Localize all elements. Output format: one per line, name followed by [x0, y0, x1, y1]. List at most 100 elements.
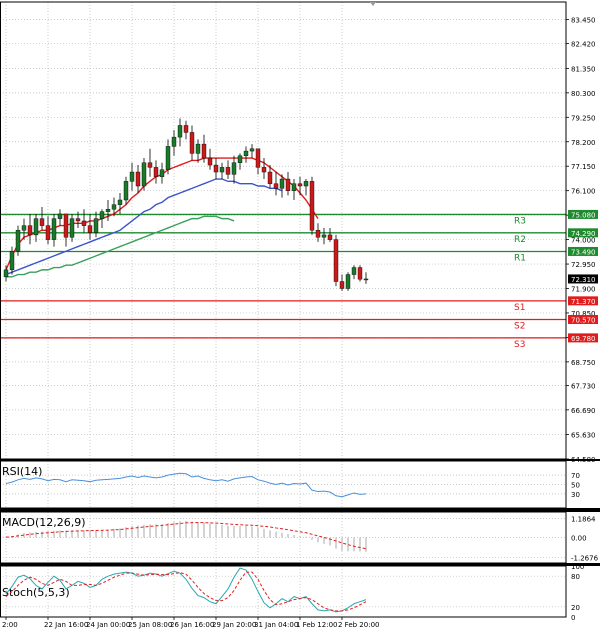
candle-body: [105, 209, 111, 212]
level-price-box: [568, 333, 598, 343]
level-price-box: [568, 246, 598, 256]
price-tick-label: 83.450: [571, 16, 596, 24]
time-tick-label: 2 Feb 20:00: [338, 621, 379, 629]
ma-slow-line: [6, 215, 235, 278]
level-name-r1: R1: [514, 253, 526, 263]
price-tick-label: 78.200: [571, 139, 596, 147]
price-tick-label: 79.250: [571, 114, 596, 122]
rsi-tick-label: 50: [571, 482, 580, 490]
candle-body: [63, 213, 69, 238]
main-panel-frame: [0, 1, 567, 460]
candle-body: [165, 146, 171, 170]
last-price-box: [568, 274, 598, 284]
candle-body: [141, 162, 147, 187]
candle-body: [3, 269, 9, 278]
price-tick-label: 77.150: [571, 163, 596, 171]
stoch-title: Stoch(5,5,3): [2, 586, 70, 599]
candle-body: [159, 169, 165, 177]
candle-body: [33, 218, 39, 236]
price-tick-label: 81.350: [571, 65, 596, 73]
panel-separator: [0, 508, 600, 512]
candle-body: [153, 167, 159, 177]
price-tick-label: 71.900: [571, 285, 596, 293]
price-tick-label: 80.300: [571, 90, 596, 98]
last-price-label: 72.310: [571, 276, 596, 284]
macd-tick-label: 0.00: [571, 535, 587, 543]
time-tick-label: 22 Jan 16:00: [44, 621, 88, 629]
candle-body: [351, 267, 357, 275]
candle-body: [201, 143, 207, 159]
candle-body: [255, 148, 261, 168]
candle-body: [45, 225, 51, 240]
candle-body: [309, 181, 315, 231]
level-price-label: 74.290: [571, 230, 596, 238]
candle-body: [189, 132, 195, 154]
candle-body: [135, 171, 141, 187]
candle-body: [207, 157, 213, 166]
level-name-s1: S1: [514, 303, 525, 313]
candle-body: [183, 125, 189, 133]
level-price-label: 71.370: [571, 298, 596, 306]
candle-body: [327, 234, 333, 240]
level-price-box: [568, 209, 598, 219]
candle-body: [15, 230, 21, 252]
level-price-label: 73.490: [571, 248, 596, 256]
stoch-d-line: [5, 571, 367, 612]
price-tick-label: 66.690: [571, 407, 596, 415]
candle-body: [357, 267, 363, 280]
candle-body: [249, 148, 255, 152]
rsi-tick-label: 70: [571, 472, 580, 480]
candle-body: [129, 171, 135, 182]
candle-body: [99, 211, 105, 219]
macd-signal-line: [5, 522, 367, 550]
candle-body: [291, 183, 297, 191]
candle-body: [111, 204, 117, 210]
candlesticks: [3, 118, 369, 291]
ma-mid-line: [5, 178, 283, 276]
candle-body: [315, 230, 321, 238]
panel-separator: [0, 563, 600, 566]
chart-shift-marker: [370, 2, 376, 6]
time-tick-label: 29 Jan 20:00: [212, 621, 256, 629]
rsi-title: RSI(14): [2, 465, 42, 478]
price-tick-label: 68.750: [571, 359, 596, 367]
candle-body: [93, 218, 99, 233]
candle-body: [363, 278, 369, 281]
candle-body: [21, 225, 27, 231]
rsi-line: [5, 472, 367, 498]
stoch-tick-label: 20: [571, 604, 580, 612]
candle-body: [273, 183, 279, 189]
candle-body: [261, 167, 267, 173]
stoch-panel-frame: [0, 565, 567, 618]
rsi-tick-label: 30: [571, 491, 580, 499]
stoch-tick-label: 80: [571, 573, 580, 581]
price-tick-label: 82.420: [571, 40, 596, 48]
macd-title: MACD(12,26,9): [2, 516, 86, 529]
candle-body: [231, 162, 237, 175]
panel-frames: [0, 1, 600, 618]
stoch-tick-label: 100: [571, 563, 584, 571]
level-price-label: 70.570: [571, 316, 596, 324]
time-tick-label: 24 Jan 00:00: [86, 621, 130, 629]
candle-body: [321, 234, 327, 238]
candle-body: [27, 225, 33, 236]
candle-body: [297, 183, 303, 187]
candle-body: [87, 225, 93, 233]
level-name-s3: S3: [514, 340, 525, 350]
candle-body: [333, 239, 339, 282]
time-tick-label: 25 Jan 08:00: [128, 621, 172, 629]
candle-body: [75, 218, 81, 222]
candle-body: [267, 171, 273, 184]
rsi-panel-frame: [0, 460, 567, 509]
candle-body: [303, 181, 309, 187]
candle-body: [9, 251, 15, 271]
candle-body: [147, 162, 153, 168]
candle-body: [177, 125, 183, 138]
candle-body: [345, 274, 351, 289]
time-tick-label: 2:00: [2, 621, 18, 629]
level-name-r2: R2: [514, 235, 526, 245]
macd-tick-label: 1.1864: [571, 516, 596, 524]
